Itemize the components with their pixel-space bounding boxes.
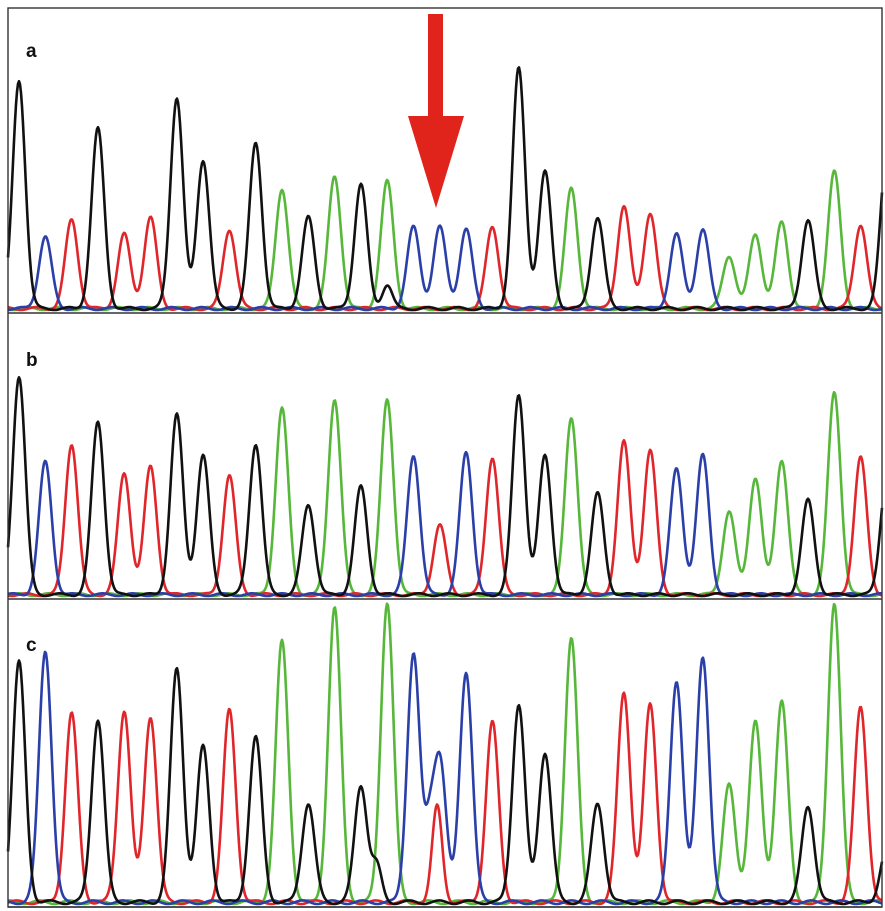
panel-label-a: a [26, 41, 37, 62]
panel-label-b: b [26, 350, 38, 371]
panel-a-trace-blue [7, 224, 883, 312]
panel-a-trace-black [6, 66, 884, 312]
panel-c-traces [6, 602, 884, 906]
panel-frames [7, 7, 883, 908]
panel-c-trace-black [6, 659, 884, 906]
panel-a-traces [6, 66, 884, 312]
panel-c-trace-blue [7, 650, 883, 906]
panel-b-trace-black [6, 376, 884, 598]
panel-b-trace-blue [7, 450, 883, 598]
panel-b-traces [6, 376, 884, 598]
panel-label-c: c [26, 635, 37, 656]
chromatogram-traces [6, 66, 884, 906]
figure-outline [7, 7, 883, 908]
down-arrow-icon [408, 14, 464, 208]
